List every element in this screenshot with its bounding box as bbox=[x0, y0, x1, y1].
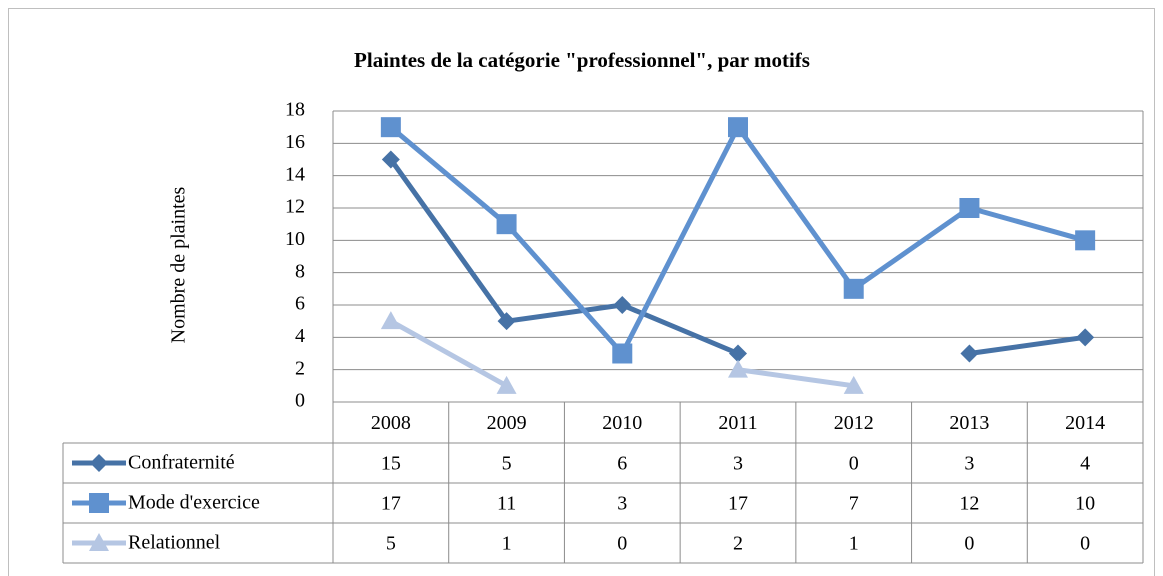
marker bbox=[612, 343, 633, 364]
y-tick-label: 14 bbox=[285, 163, 305, 185]
chart-title: Plaintes de la catégorie "professionnel"… bbox=[354, 48, 810, 72]
marker bbox=[1076, 328, 1095, 347]
table-value: 3 bbox=[733, 453, 743, 475]
x-tick-label: 2010 bbox=[602, 412, 642, 434]
table-value: 0 bbox=[849, 453, 859, 475]
table-value: 5 bbox=[386, 533, 396, 555]
y-tick-label: 12 bbox=[285, 196, 305, 218]
legend-label: Mode d'exercice bbox=[128, 492, 260, 514]
table-value: 6 bbox=[617, 453, 627, 475]
marker bbox=[960, 344, 979, 363]
table-value: 7 bbox=[849, 493, 859, 515]
series-line bbox=[389, 318, 855, 389]
legend-label: Relationnel bbox=[128, 532, 221, 554]
table-value: 15 bbox=[381, 453, 401, 475]
y-axis-label: Nombre de plaintes bbox=[168, 186, 190, 343]
marker bbox=[497, 312, 516, 331]
y-tick-label: 4 bbox=[295, 325, 305, 347]
table-value: 11 bbox=[497, 493, 516, 515]
y-tick-label: 16 bbox=[285, 131, 305, 153]
table-value: 2 bbox=[733, 533, 743, 555]
table-value: 0 bbox=[1080, 533, 1090, 555]
marker bbox=[613, 296, 632, 314]
x-tick-label: 2013 bbox=[949, 412, 989, 434]
x-tick-label: 2011 bbox=[718, 412, 757, 434]
x-tick-label: 2012 bbox=[834, 412, 874, 434]
table-value: 10 bbox=[1075, 493, 1095, 515]
marker bbox=[843, 375, 864, 394]
marker bbox=[496, 375, 517, 394]
x-tick-label: 2009 bbox=[487, 412, 527, 434]
marker bbox=[89, 493, 109, 513]
marker bbox=[1075, 230, 1096, 251]
table-value: 4 bbox=[1080, 453, 1090, 475]
table-value: 17 bbox=[728, 493, 748, 515]
y-tick-label: 0 bbox=[295, 390, 305, 412]
x-tick-label: 2008 bbox=[371, 412, 411, 434]
table-value: 3 bbox=[617, 493, 627, 515]
marker bbox=[729, 344, 747, 363]
table-value: 1 bbox=[502, 533, 512, 555]
y-tick-label: 6 bbox=[295, 293, 305, 315]
marker bbox=[959, 198, 980, 218]
table-value: 3 bbox=[964, 453, 974, 475]
marker bbox=[728, 359, 748, 378]
y-tick-label: 18 bbox=[285, 99, 305, 121]
marker bbox=[843, 278, 864, 299]
table-value: 0 bbox=[617, 533, 627, 555]
y-tick-label: 8 bbox=[295, 260, 305, 282]
y-tick-label: 10 bbox=[285, 228, 305, 250]
table-value: 0 bbox=[964, 533, 974, 555]
legend-label: Confraternité bbox=[128, 452, 235, 474]
table-value: 12 bbox=[959, 493, 979, 515]
marker bbox=[90, 454, 108, 472]
series-line bbox=[388, 158, 1086, 356]
chart-frame bbox=[8, 8, 1155, 576]
marker bbox=[496, 214, 517, 235]
y-tick-label: 2 bbox=[295, 357, 305, 379]
marker bbox=[380, 117, 401, 138]
x-tick-label: 2014 bbox=[1065, 412, 1105, 434]
table-value: 1 bbox=[849, 533, 859, 555]
table-value: 17 bbox=[381, 493, 401, 515]
marker bbox=[728, 117, 748, 138]
marker bbox=[89, 533, 109, 551]
marker bbox=[380, 311, 401, 330]
table-value: 5 bbox=[502, 453, 512, 475]
marker bbox=[381, 150, 400, 169]
